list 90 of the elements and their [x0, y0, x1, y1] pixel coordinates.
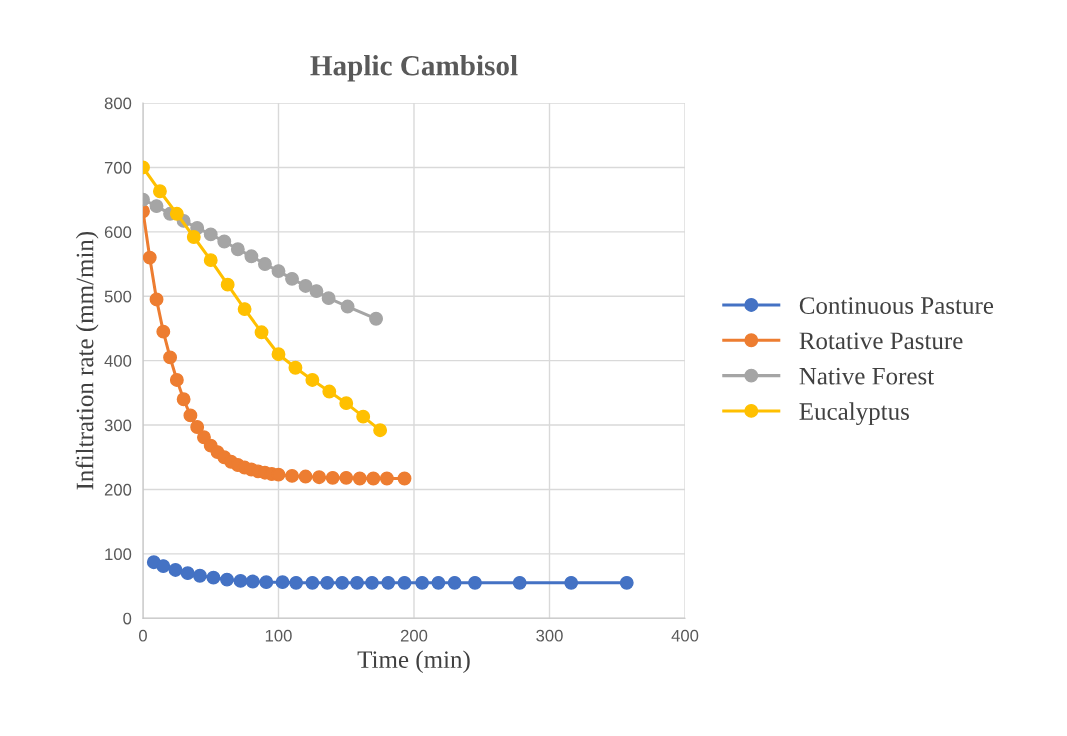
point: [289, 575, 304, 590]
point: [169, 206, 184, 221]
point: [447, 575, 462, 590]
point: [298, 469, 313, 484]
point: [322, 384, 337, 399]
point: [564, 575, 579, 590]
x-tick-label: 300: [536, 629, 563, 642]
x-tick-label: 200: [400, 629, 428, 642]
point: [275, 575, 290, 590]
point: [305, 373, 320, 387]
legend-label: Continuous Pasture: [799, 297, 994, 314]
point: [230, 242, 245, 257]
point: [257, 257, 272, 271]
y-tick-label: 300: [104, 419, 132, 432]
y-tick-label: 400: [104, 355, 132, 367]
y-tick-label: 800: [104, 97, 132, 110]
y-tick-label: 500: [104, 290, 132, 303]
point: [142, 250, 157, 265]
point: [379, 471, 394, 486]
y-tick-label: 600: [104, 226, 132, 239]
point: [152, 184, 167, 199]
point: [163, 350, 178, 365]
point: [397, 575, 412, 590]
point: [149, 199, 164, 214]
point: [381, 575, 396, 590]
point: [169, 373, 184, 387]
point: [203, 253, 218, 268]
y-tick-label: 100: [105, 548, 132, 561]
legend-label: Eucalyptus: [799, 402, 909, 426]
point: [183, 408, 198, 423]
point: [373, 423, 388, 438]
point: [190, 420, 205, 434]
point: [192, 568, 207, 583]
point: [180, 566, 195, 581]
point: [352, 471, 367, 486]
point: [339, 396, 354, 411]
x-axis-title: Time (min): [357, 650, 470, 674]
point: [512, 575, 527, 590]
point: [285, 468, 299, 483]
point: [335, 575, 350, 590]
point: [619, 575, 634, 590]
point: [356, 409, 371, 424]
point: [339, 470, 354, 485]
point: [285, 271, 299, 286]
legend-label: Rotative Pasture: [799, 332, 963, 350]
y-axis-title: Infiltration rate (mm/min): [75, 231, 99, 490]
point: [203, 227, 218, 242]
point: [369, 311, 383, 326]
point: [233, 573, 248, 588]
point: [468, 575, 482, 590]
x-tick-label: 0: [138, 629, 147, 642]
point: [415, 575, 430, 590]
y-tick-label: 0: [123, 612, 132, 625]
point: [288, 360, 303, 375]
point: [271, 347, 286, 362]
point: [220, 572, 234, 587]
point: [271, 264, 286, 279]
point: [431, 575, 446, 590]
point: [156, 324, 171, 339]
point: [312, 470, 327, 485]
point: [245, 574, 260, 589]
point: [350, 575, 365, 590]
point: [397, 471, 412, 486]
chart-title: Haplic Cambisol: [310, 55, 518, 82]
y-tick-label: 200: [104, 483, 132, 496]
point: [237, 302, 252, 317]
point: [254, 325, 269, 340]
point: [340, 299, 355, 314]
point: [217, 234, 232, 249]
point: [206, 570, 221, 585]
point: [156, 559, 171, 574]
point: [325, 470, 340, 485]
x-tick-label: 400: [671, 629, 699, 642]
x-tick-label: 100: [265, 629, 292, 642]
point: [176, 392, 191, 407]
point: [259, 575, 274, 590]
point: [321, 291, 336, 306]
legend-label: Native Forest: [799, 367, 935, 385]
point: [366, 471, 381, 486]
point: [309, 284, 324, 299]
point: [320, 575, 335, 590]
point: [365, 575, 379, 590]
point: [220, 277, 235, 292]
point: [298, 278, 313, 293]
point: [305, 575, 320, 590]
point: [244, 249, 259, 264]
point: [149, 292, 164, 307]
y-tick-label: 700: [104, 161, 132, 174]
point: [168, 562, 183, 577]
point: [186, 230, 201, 244]
